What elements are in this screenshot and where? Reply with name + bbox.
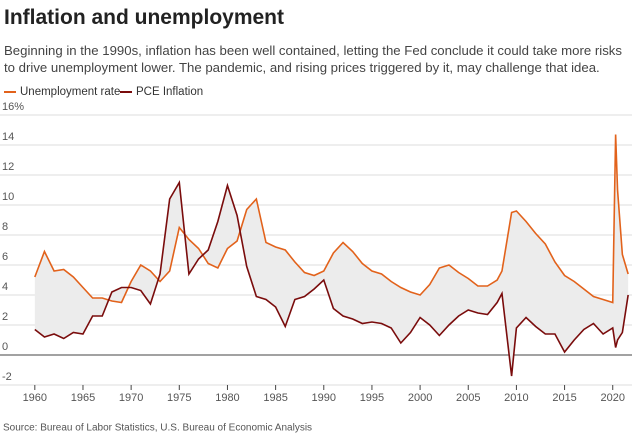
chart-subtitle: Beginning in the 1990s, inflation has be… xyxy=(4,43,622,75)
x-tick-label: 1970 xyxy=(119,392,143,404)
x-tick-label: 2015 xyxy=(552,392,576,404)
y-tick-label: 14 xyxy=(2,131,14,143)
y-tick-label: 10 xyxy=(2,191,14,203)
x-tick-label: 1980 xyxy=(215,392,239,404)
x-tick-label: 1990 xyxy=(312,392,336,404)
y-tick-label: -2 xyxy=(2,371,12,383)
gap-area xyxy=(34,134,629,376)
legend-label: Unemployment rate xyxy=(20,86,120,98)
series-line xyxy=(34,179,629,377)
x-tick-label: 2005 xyxy=(456,392,480,404)
y-tick-label: 8 xyxy=(2,221,8,233)
y-tick-label: 12 xyxy=(2,161,14,173)
y-tick-label: 4 xyxy=(2,281,8,293)
y-tick-label: 16% xyxy=(2,101,24,113)
x-tick-label: 2010 xyxy=(504,392,528,404)
source: Source: Bureau of Labor Statistics, U.S.… xyxy=(3,423,312,434)
y-tick-label: 0 xyxy=(2,341,8,353)
legend-label: PCE Inflation xyxy=(136,86,203,98)
x-tick-label: 1985 xyxy=(263,392,287,404)
x-tick-label: 1995 xyxy=(360,392,384,404)
x-tick-label: 1960 xyxy=(23,392,47,404)
y-tick-label: 6 xyxy=(2,251,8,263)
series-line xyxy=(34,134,629,304)
x-tick-label: 1975 xyxy=(167,392,191,404)
chart-title: Inflation and unemployment xyxy=(4,6,285,29)
x-tick-label: 2000 xyxy=(408,392,432,404)
y-tick-label: 2 xyxy=(2,311,8,323)
x-tick-label: 1965 xyxy=(71,392,95,404)
x-tick-label: 2020 xyxy=(600,392,624,404)
